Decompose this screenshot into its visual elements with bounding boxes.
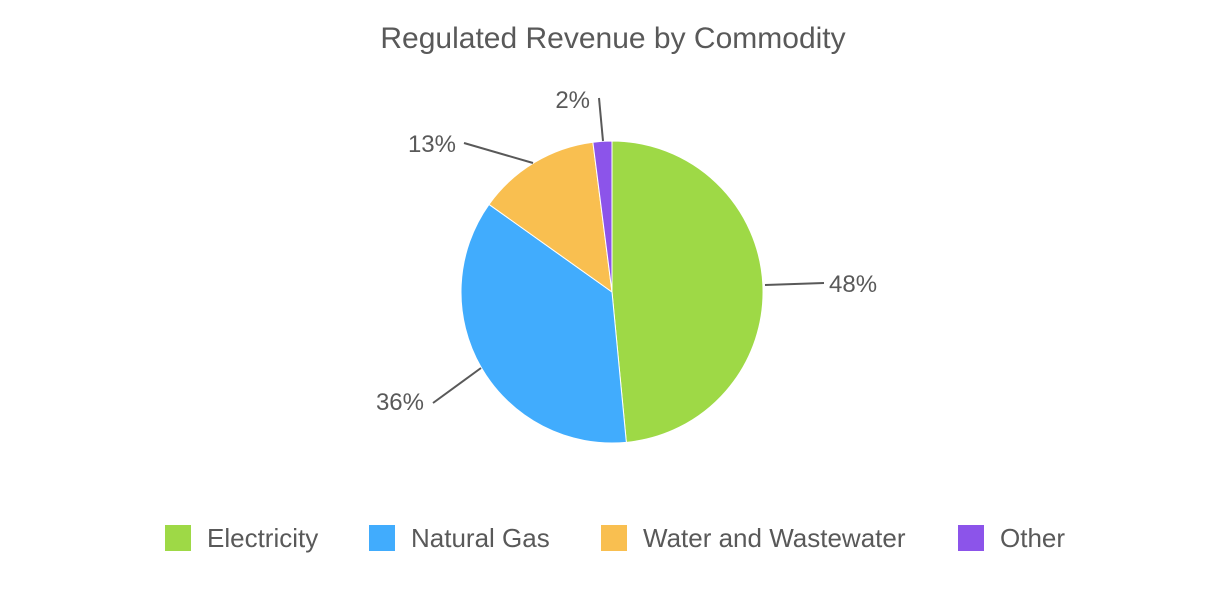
leader-line [432,367,482,404]
legend-swatch-other [958,525,984,551]
chart-title: Regulated Revenue by Commodity [380,22,846,55]
data-label-natural-gas: 36% [376,389,424,416]
legend-label: Other [1000,522,1066,553]
legend-label: Water and Wastewater [643,522,906,553]
pie-slice-natural-gas[interactable] [460,203,627,444]
legend: Electricity Natural Gas Water and Wastew… [0,521,1226,557]
data-label-other: 2% [555,87,590,114]
pie-slice-other[interactable] [592,140,613,293]
legend-swatch-water-and-wastewater [601,525,627,551]
pie-slice-electricity[interactable] [611,140,764,443]
legend-item-water-and-wastewater[interactable]: Water and Wastewater [601,521,906,555]
legend-label: Electricity [207,522,319,553]
data-label-electricity: 48% [829,271,877,298]
legend-swatch-electricity [165,525,191,551]
leader-line [764,282,825,286]
legend-swatch-natural-gas [369,525,395,551]
leader-line [598,97,604,142]
leader-line [463,142,534,164]
legend-label: Natural Gas [411,522,550,553]
pie-slice-water-and-wastewater[interactable] [488,141,613,294]
legend-item-electricity[interactable]: Electricity [165,521,318,555]
data-label-water-and-wastewater: 13% [408,131,456,158]
pie-slices [460,140,764,444]
data-labels: 48% 36% 13% 2% [376,87,877,416]
leader-lines [432,97,825,404]
legend-item-other[interactable]: Other [958,521,1065,555]
legend-item-natural-gas[interactable]: Natural Gas [369,521,550,555]
